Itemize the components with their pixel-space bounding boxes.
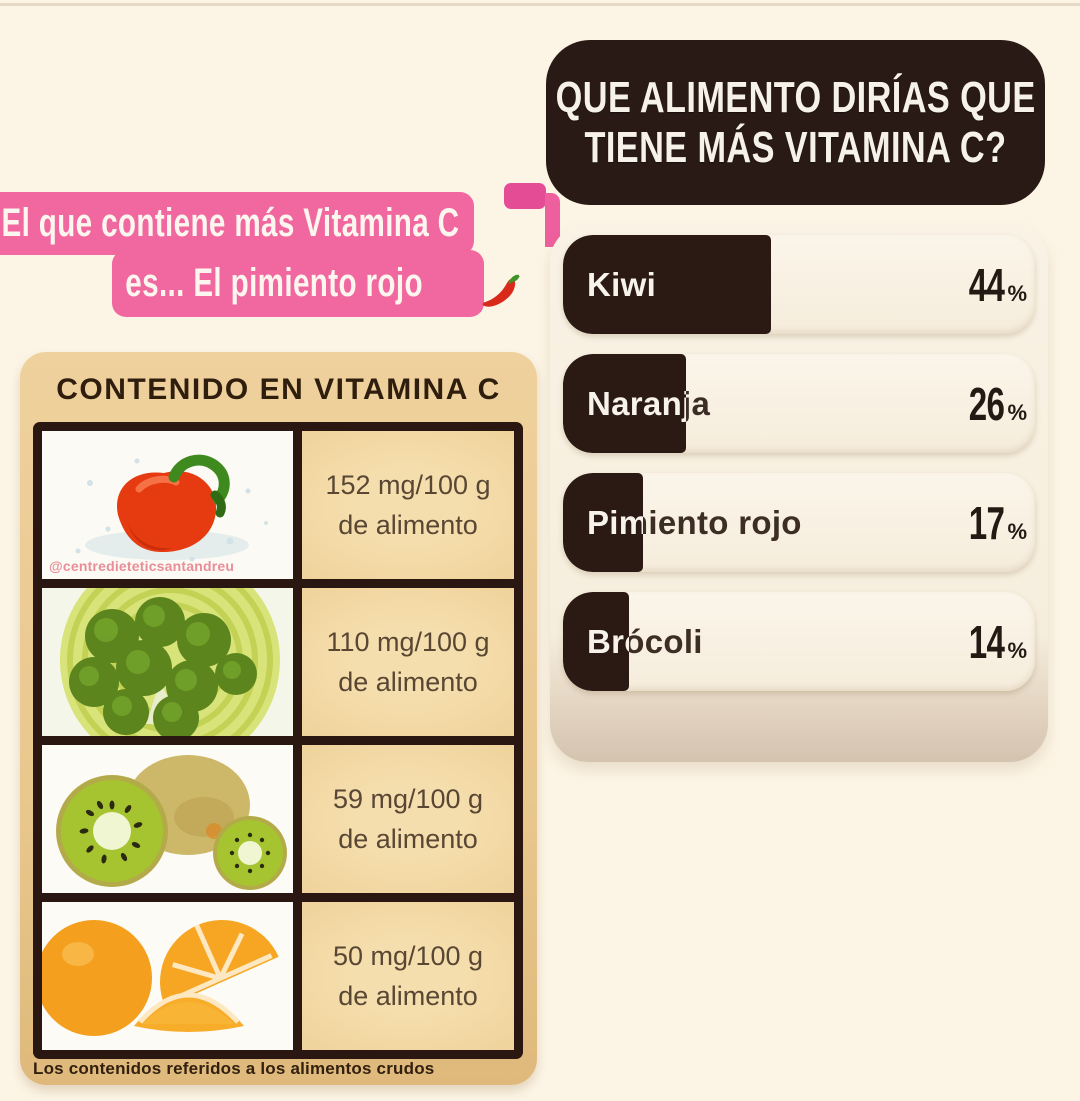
poll-option-fill-bar: Kiwi [563,235,771,334]
poll-option-fill-bar: Brócoli [563,592,630,691]
answer-text-2: es... El pimiento rojo [125,261,423,305]
poll-option-label: Brócoli [587,622,629,660]
table-row-brocoli-value: 110 mg/100 g de alimento [302,588,514,736]
table-row-pimiento-value: 152 mg/100 g de alimento [302,431,514,579]
poll-option-label: Pimiento rojo [587,503,644,541]
story-progress-bar [0,3,1080,6]
poll-results-card: Kiwi Kiwi 44% Naranja Naranja 26% Pimien… [550,224,1048,762]
poll-option-label: Naranja [587,384,686,422]
poll-option-kiwi[interactable]: Kiwi Kiwi 44% [563,235,1035,334]
unit: de alimento [338,667,478,697]
unit: de alimento [338,510,478,540]
chili-pepper-emoji [482,274,520,307]
vitamin-table-card: CONTENIDO EN VITAMINA C [20,352,537,1085]
pink-sticker-fragment [545,193,560,247]
poll-option-percent: 14% [969,615,1027,668]
poll-option-percent: 44% [969,258,1027,311]
poll-option-pimiento-rojo[interactable]: Pimiento rojo Pimiento rojo 17% [563,473,1035,572]
poll-option-percent: 26% [969,377,1027,430]
table-row-naranja-value: 50 mg/100 g de alimento [302,902,514,1050]
poll-option-brocoli[interactable]: Brócoli Brócoli 14% [563,592,1035,691]
table-footnote: Los contenidos referidos a los alimentos… [33,1059,435,1078]
vitamin-table: @centredieteticsantandreu 152 mg/100 g d… [33,422,523,1059]
answer-banner-line-2: es... El pimiento rojo [112,250,520,317]
question-line-1: QUE ALIMENTO DIRÍAS QUE [555,72,1036,122]
pink-sticker-fragment [504,183,546,209]
table-title: CONTENIDO EN VITAMINA C [56,373,501,406]
unit: de alimento [338,824,478,854]
question-card: QUE ALIMENTO DIRÍAS QUE TIENE MÁS VITAMI… [546,40,1045,205]
red-pepper-image: @centredieteticsantandreu [42,431,293,579]
question-line-2: TIENE MÁS VITAMINA C? [584,122,1007,172]
poll-option-label: Kiwi [587,265,657,303]
poll-option-naranja[interactable]: Naranja Naranja 26% [563,354,1035,453]
table-row-kiwi-value: 59 mg/100 g de alimento [302,745,514,893]
amount: 110 mg/100 g [326,627,490,657]
kiwi-image [42,745,293,893]
broccoli-image [42,588,293,736]
poll-option-fill-bar: Naranja [563,354,686,453]
amount: 59 mg/100 g [332,784,484,814]
poll-option-fill-bar: Pimiento rojo [563,473,644,572]
unit: de alimento [338,981,478,1011]
amount: 50 mg/100 g [332,941,484,971]
poll-option-percent: 17% [969,496,1027,549]
account-watermark: @centredieteticsantandreu [49,558,235,574]
amount: 152 mg/100 g [325,470,491,500]
orange-image [42,902,293,1050]
answer-banner-line-1: El que contiene más Vitamina C [0,192,474,255]
answer-text-1: El que contiene más Vitamina C [1,201,459,245]
